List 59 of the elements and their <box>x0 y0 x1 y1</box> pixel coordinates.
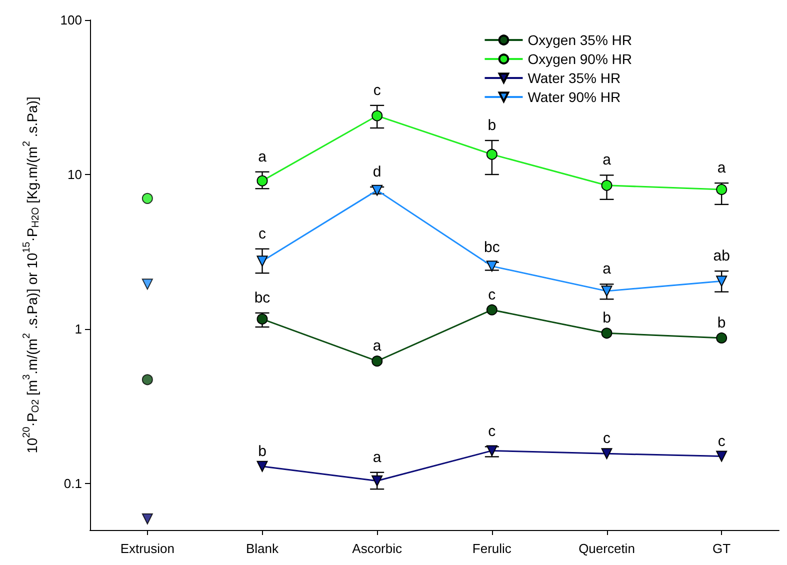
annotation: a <box>372 448 382 466</box>
point <box>142 278 153 290</box>
annotation: d <box>372 164 382 180</box>
annotation: b <box>602 310 611 327</box>
annotation: c <box>718 432 726 450</box>
x-tick-label: Ascorbic <box>352 541 402 556</box>
x-tick-label: Extrusion <box>120 541 175 556</box>
annotation: b <box>488 116 496 134</box>
text: 1020·PO2 [m3.m/(m2 .s.Pa)] or 1015·PH2O [Kg.m/(m2 .s.Pa)] <box>22 96 42 454</box>
point <box>256 460 268 472</box>
point <box>716 450 728 462</box>
annotation: c <box>603 430 611 448</box>
y-tick-label: 10 <box>68 166 82 182</box>
annotation: c <box>258 225 266 242</box>
point <box>716 184 728 195</box>
point <box>142 374 153 386</box>
annotation: ab <box>713 248 730 265</box>
annotation: a <box>602 152 612 169</box>
annotation: a <box>372 338 382 355</box>
point <box>372 110 383 122</box>
y-tick-label: 1 <box>74 321 82 336</box>
annotation: b <box>717 314 726 332</box>
point <box>142 192 153 204</box>
point <box>486 260 498 272</box>
legend-label: Water 35% HR <box>528 70 621 86</box>
x-tick-label: Quercetin <box>578 541 635 556</box>
annotation: a <box>602 260 612 278</box>
point <box>486 148 498 160</box>
point <box>372 356 383 367</box>
annotation: b <box>258 442 266 460</box>
annotation: c <box>488 423 496 440</box>
annotation: a <box>258 148 268 166</box>
point <box>256 256 268 267</box>
annotation: a <box>717 160 726 177</box>
point <box>486 445 498 456</box>
annotation: bc <box>254 289 271 306</box>
y-tick-label: 0.1 <box>64 476 82 491</box>
point <box>372 184 383 196</box>
point <box>601 328 612 339</box>
legend-label: Oxygen 90% HR <box>528 51 632 67</box>
point <box>601 286 612 297</box>
point <box>601 448 612 460</box>
y-tick-label: 100 <box>60 12 82 28</box>
point <box>716 276 728 287</box>
annotation: bc <box>484 238 500 256</box>
x-tick-label: Ferulic <box>472 541 512 556</box>
point <box>601 180 612 191</box>
point <box>372 475 383 486</box>
point <box>486 304 498 316</box>
point <box>716 332 728 344</box>
legend-label: Water 90% HR <box>528 89 621 105</box>
point <box>142 513 153 524</box>
annotation: c <box>373 82 382 99</box>
annotation: c <box>488 286 496 304</box>
x-tick-label: Blank <box>246 541 280 556</box>
x-tick-label: GT <box>712 541 731 556</box>
legend-label: Oxygen 35% HR <box>528 32 632 48</box>
point <box>256 314 268 325</box>
point <box>256 175 268 186</box>
